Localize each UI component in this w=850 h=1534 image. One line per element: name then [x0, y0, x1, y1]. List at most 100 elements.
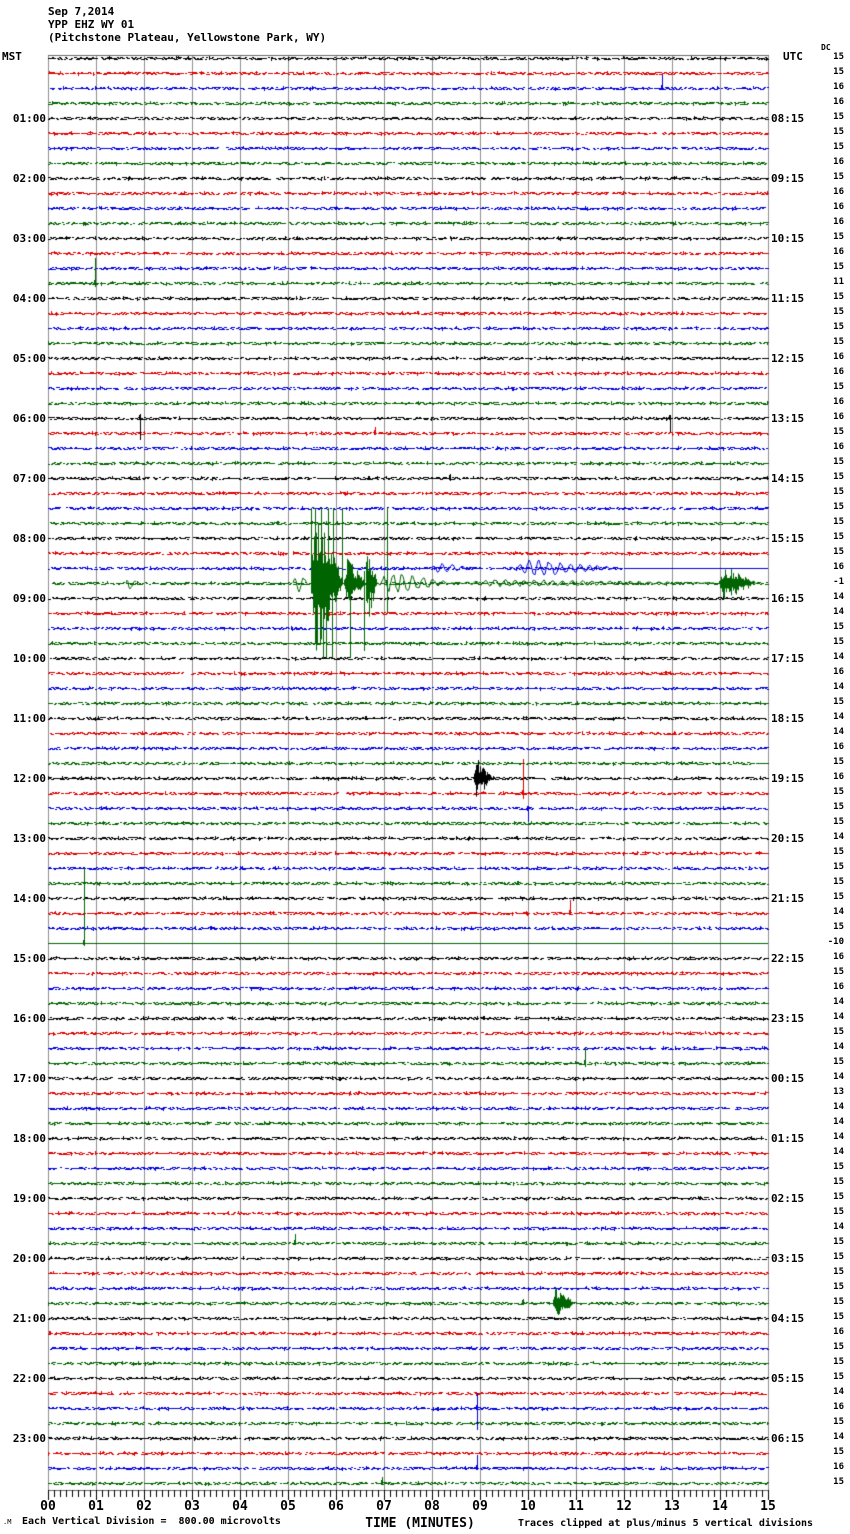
dc-offset-value: 16 — [833, 412, 844, 422]
dc-offset-value: 15 — [833, 1237, 844, 1247]
utc-time-label: 15:15 — [771, 532, 805, 545]
mst-time-label: 08:00 — [12, 532, 46, 545]
dc-offset-value: 15 — [833, 382, 844, 392]
header-location: (Pitchstone Plateau, Yellowstone Park, W… — [48, 31, 327, 44]
dc-offset-value: 14 — [833, 1102, 844, 1112]
mst-time-label: 22:00 — [12, 1372, 46, 1385]
dc-offset-value: 15 — [833, 457, 844, 467]
utc-time-label: 06:15 — [771, 1432, 805, 1445]
dc-offset-value: 14 — [833, 712, 844, 722]
dc-offset-value: 15 — [833, 262, 844, 272]
dc-offset-value: 16 — [833, 1402, 844, 1412]
dc-offset-value: 13 — [833, 1087, 844, 1097]
corner-mark: .M — [3, 1518, 12, 1526]
dc-offset-value: 15 — [833, 67, 844, 77]
mst-time-label: 05:00 — [12, 352, 46, 365]
dc-offset-value: -1 — [833, 577, 844, 587]
dc-offset-value: 15 — [833, 1057, 844, 1067]
dc-offset-value: 14 — [833, 682, 844, 692]
mst-time-label: 15:00 — [12, 952, 46, 965]
dc-offset-value: 14 — [833, 1117, 844, 1127]
dc-offset-value: 16 — [833, 157, 844, 167]
utc-time-label: 21:15 — [771, 892, 805, 905]
mst-time-label: 18:00 — [12, 1132, 46, 1145]
header-date: Sep 7,2014 — [48, 5, 115, 18]
mst-time-label: 14:00 — [12, 892, 46, 905]
utc-time-label: 00:15 — [771, 1072, 805, 1085]
utc-time-label: 22:15 — [771, 952, 805, 965]
mst-time-label: 17:00 — [12, 1072, 46, 1085]
x-axis-title: TIME (MINUTES) — [365, 1516, 475, 1531]
x-axis-tick-label: 14 — [712, 1499, 728, 1514]
dc-offset-value: 14 — [833, 607, 844, 617]
dc-offset-value: 14 — [833, 1222, 844, 1232]
x-axis-tick-label: 09 — [472, 1499, 488, 1514]
x-axis-tick-label: 01 — [88, 1499, 104, 1514]
mst-time-label: 11:00 — [12, 712, 46, 725]
dc-offset-value: 14 — [833, 1072, 844, 1082]
mst-time-label: 01:00 — [12, 112, 46, 125]
dc-offset-value: 15 — [833, 232, 844, 242]
dc-offset-value: 15 — [833, 142, 844, 152]
dc-offset-value: 15 — [833, 1357, 844, 1367]
dc-offset-value: 16 — [833, 247, 844, 257]
mst-time-label: 19:00 — [12, 1192, 46, 1205]
x-axis-tick-label: 05 — [280, 1499, 296, 1514]
mst-time-label: 13:00 — [12, 832, 46, 845]
dc-offset-value: 14 — [833, 1132, 844, 1142]
dc-offset-value: 16 — [833, 352, 844, 362]
dc-offset-value: 14 — [833, 832, 844, 842]
x-axis-tick-label: 11 — [568, 1499, 584, 1514]
dc-offset-value: 16 — [833, 1462, 844, 1472]
dc-offset-value: 15 — [833, 1417, 844, 1427]
dc-offset-value: 14 — [833, 1147, 844, 1157]
dc-offset-value: 16 — [833, 667, 844, 677]
dc-offset-value: 15 — [833, 877, 844, 887]
utc-time-label: 03:15 — [771, 1252, 805, 1265]
utc-time-label: 14:15 — [771, 472, 805, 485]
dc-offset-value: 15 — [833, 307, 844, 317]
dc-offset-value: 15 — [833, 697, 844, 707]
dc-offset-value: 16 — [833, 952, 844, 962]
dc-offset-value: 15 — [833, 502, 844, 512]
dc-offset-value: 14 — [833, 1012, 844, 1022]
utc-time-label: 01:15 — [771, 1132, 805, 1145]
dc-offset-value: 15 — [833, 967, 844, 977]
utc-time-label: 20:15 — [771, 832, 805, 845]
dc-offset-value: 15 — [833, 802, 844, 812]
dc-offset-value: 16 — [833, 97, 844, 107]
utc-time-label: 05:15 — [771, 1372, 805, 1385]
utc-time-label: 12:15 — [771, 352, 805, 365]
dc-offset-value: 15 — [833, 172, 844, 182]
dc-offset-value: 16 — [833, 742, 844, 752]
x-axis-tick-label: 07 — [376, 1499, 392, 1514]
dc-offset-value: 14 — [833, 907, 844, 917]
dc-offset-value: 14 — [833, 592, 844, 602]
dc-offset-value: 15 — [833, 127, 844, 137]
dc-offset-value: 16 — [833, 367, 844, 377]
scale-note: Each Vertical Division = 800.00 microvol… — [22, 1516, 281, 1527]
x-axis-tick-label: 00 — [40, 1499, 56, 1514]
x-axis-tick-label: 03 — [184, 1499, 200, 1514]
dc-offset-value: 15 — [833, 292, 844, 302]
dc-offset-value: 16 — [833, 442, 844, 452]
dc-offset-value: 15 — [833, 112, 844, 122]
dc-offset-value: 15 — [833, 1447, 844, 1457]
dc-offset-value: 15 — [833, 1027, 844, 1037]
dc-offset-value: 15 — [833, 427, 844, 437]
utc-time-label: 04:15 — [771, 1312, 805, 1325]
dc-offset-value: 15 — [833, 817, 844, 827]
x-axis-tick-label: 15 — [760, 1499, 776, 1514]
utc-time-label: 02:15 — [771, 1192, 805, 1205]
dc-offset-value: 15 — [833, 337, 844, 347]
x-axis-tick-label: 04 — [232, 1499, 248, 1514]
x-axis-tick-label: 12 — [616, 1499, 632, 1514]
mst-time-label: 12:00 — [12, 772, 46, 785]
dc-offset-value: 15 — [833, 892, 844, 902]
dc-offset-value: 14 — [833, 652, 844, 662]
mst-time-label: 10:00 — [12, 652, 46, 665]
dc-offset-value: 15 — [833, 1192, 844, 1202]
dc-offset-value: 15 — [833, 637, 844, 647]
dc-offset-value: 15 — [833, 1297, 844, 1307]
